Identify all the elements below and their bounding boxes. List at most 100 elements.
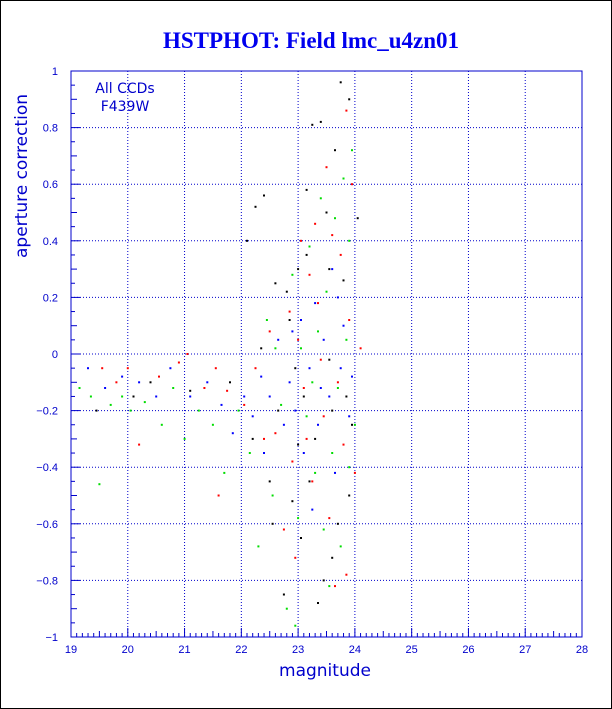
data-point (288, 310, 291, 313)
data-point (101, 367, 104, 370)
data-point (319, 358, 322, 361)
y-axis-title: aperture correction (12, 94, 32, 258)
ticks-layer: 19 20 21 22 23 24 25 26 27 28 −1 −0.8 −0.6 −0.4 −0.2 0 0… (36, 66, 588, 656)
data-point (319, 197, 322, 200)
data-point (291, 330, 294, 333)
data-point (98, 483, 101, 486)
annotation-filter: F439W (101, 99, 150, 115)
data-point (342, 279, 345, 282)
data-point (351, 149, 353, 152)
data-point (336, 381, 339, 384)
data-point (342, 324, 345, 327)
data-point (291, 273, 294, 276)
data-point (328, 517, 331, 520)
data-point (248, 452, 251, 454)
data-point (132, 395, 135, 398)
data-point (223, 471, 226, 474)
data-point (237, 409, 240, 412)
data-point (325, 290, 328, 293)
data-point (189, 389, 192, 392)
grid-layer (71, 71, 582, 637)
data-point (268, 480, 271, 483)
x-tick-label: 19 (65, 644, 77, 656)
chart-title: HSTPHOT: Field lmc_u4zn01 (163, 28, 459, 53)
data-point (314, 471, 317, 474)
y-tick-label: 0.8 (43, 123, 58, 135)
data-point (186, 353, 189, 355)
data-point (302, 387, 305, 389)
data-point (246, 239, 248, 242)
data-point (322, 579, 325, 582)
y-tick-label: 0.6 (43, 179, 58, 191)
data-point (294, 367, 297, 370)
x-tick-label: 24 (349, 644, 361, 656)
data-point (243, 403, 246, 406)
data-point (311, 508, 314, 511)
data-point (328, 358, 331, 361)
data-point (348, 415, 351, 418)
data-point (160, 423, 163, 426)
data-point (311, 480, 314, 483)
data-point (328, 268, 331, 271)
data-point (155, 395, 158, 398)
data-point (308, 367, 311, 370)
y-tick-label: −0.6 (36, 519, 58, 531)
data-point (334, 471, 336, 474)
data-point (263, 452, 265, 454)
data-point (294, 624, 297, 627)
data-point (197, 409, 200, 412)
data-point (314, 437, 317, 440)
data-point (311, 381, 314, 384)
data-point (203, 387, 206, 389)
data-point (229, 381, 231, 384)
data-point (328, 395, 331, 398)
data-point (189, 395, 192, 398)
data-point (285, 290, 288, 293)
data-point (342, 177, 345, 180)
data-point (297, 443, 300, 446)
data-point (359, 347, 362, 350)
data-point (288, 381, 291, 384)
data-point (158, 375, 160, 378)
data-point (328, 585, 331, 588)
data-point (89, 395, 92, 398)
data-point (314, 302, 317, 305)
data-point (251, 415, 254, 418)
x-tick-label: 27 (519, 644, 531, 656)
x-tick-label: 21 (178, 644, 190, 656)
data-point (254, 205, 257, 208)
data-point (305, 253, 308, 256)
data-point (336, 522, 339, 525)
y-tick-label: −1 (45, 632, 58, 644)
data-point (322, 338, 325, 341)
data-point (331, 268, 334, 271)
data-point (260, 347, 263, 350)
data-point (183, 437, 186, 440)
data-point (300, 239, 302, 242)
data-point (305, 188, 308, 191)
data-point (126, 367, 129, 370)
data-point (314, 222, 317, 225)
data-point (317, 423, 319, 426)
data-point (288, 319, 291, 321)
data-point (274, 432, 277, 435)
x-axis-title: magnitude (279, 661, 371, 681)
data-point (243, 395, 246, 398)
data-point (121, 375, 124, 378)
data-point (319, 120, 322, 123)
data-point (339, 545, 342, 548)
data-point (257, 545, 260, 548)
data-point (297, 268, 300, 271)
data-point (285, 607, 288, 610)
data-point (353, 471, 356, 474)
data-point (331, 234, 334, 237)
x-tick-label: 23 (292, 644, 304, 656)
data-point (277, 338, 280, 341)
data-point (115, 381, 118, 384)
data-point (282, 593, 285, 596)
data-point (265, 319, 268, 321)
points-layer (78, 81, 362, 627)
data-point (297, 517, 300, 520)
data-point (87, 367, 89, 370)
